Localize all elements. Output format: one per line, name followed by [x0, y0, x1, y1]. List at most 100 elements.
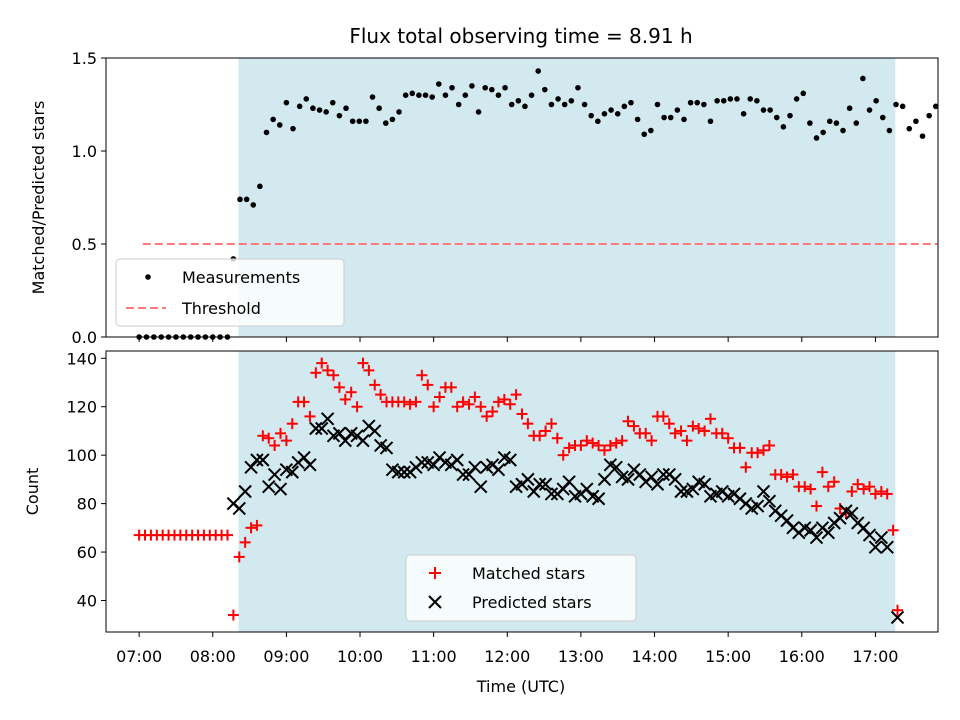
measurement-point	[800, 90, 807, 97]
predicted-star-stroke-b	[762, 494, 777, 508]
measurement-point	[429, 94, 435, 100]
matched-star-point	[669, 427, 681, 439]
predicted-star-point	[562, 475, 576, 489]
measurement-point	[654, 101, 661, 108]
predicted-star-stroke-b	[798, 521, 812, 535]
measurement-point	[250, 202, 257, 208]
matched-star-point	[646, 435, 658, 447]
measurement-point	[469, 83, 475, 89]
predicted-star-stroke-b	[580, 482, 594, 496]
matched-star-point	[822, 481, 834, 493]
predicted-star-point	[415, 455, 429, 470]
legend-measurements-marker	[145, 274, 151, 280]
predicted-star-point	[609, 460, 623, 474]
measurement-point	[773, 114, 780, 121]
predicted-star-stroke-b	[839, 504, 853, 518]
matched-star-point	[263, 432, 275, 444]
predicted-star-stroke-b	[668, 472, 682, 487]
matched-star-point	[799, 481, 811, 493]
measurement-point	[833, 120, 840, 126]
predicted-star-point	[303, 458, 317, 472]
predicted-star-stroke-b	[890, 610, 905, 625]
matched-star-point	[328, 369, 340, 381]
measurement-point	[475, 109, 482, 115]
matched-star-point	[657, 410, 669, 422]
predicted-star-stroke-b	[538, 477, 553, 491]
measurement-point	[495, 92, 502, 98]
measurement-point	[846, 105, 853, 112]
measurement-point	[687, 99, 694, 106]
matched-star-point	[516, 408, 528, 420]
measurement-point	[422, 92, 429, 98]
measurement-point	[449, 84, 455, 91]
bottom-legend: Matched stars Predicted stars	[405, 554, 637, 622]
predicted-star-stroke-b	[297, 450, 311, 465]
predicted-star-point	[379, 441, 394, 455]
measurement-point	[734, 96, 740, 102]
matched-star-point	[404, 398, 416, 410]
predicted-star-point	[544, 487, 559, 501]
matched-star-point	[451, 401, 463, 413]
matched-star-point	[740, 461, 752, 473]
measurement-point	[396, 109, 402, 115]
predicted-star-stroke-b	[368, 424, 382, 438]
predicted-star-stroke-b	[597, 472, 612, 487]
predicted-star-stroke-b	[250, 453, 264, 467]
measurement-point	[913, 118, 919, 125]
measurement-point	[793, 96, 800, 102]
measurement-point	[283, 99, 290, 106]
predicted-star-stroke-b	[450, 453, 464, 467]
predicted-star-stroke-b	[697, 477, 712, 491]
matched-star-point	[852, 478, 864, 490]
predicted-star-point	[397, 465, 411, 479]
measurement-point	[899, 103, 906, 110]
measurement-point	[760, 107, 767, 113]
predicted-star-stroke-b	[232, 501, 246, 516]
measurement-point	[548, 101, 555, 108]
predicted-star-stroke-b	[238, 484, 252, 499]
matched-star-point	[410, 396, 422, 408]
predicted-star-stroke-b	[379, 441, 394, 455]
measurement-point	[436, 81, 442, 87]
predicted-star-stroke-b	[303, 458, 317, 472]
matched-star-point	[428, 401, 440, 413]
matched-star-point	[887, 524, 899, 536]
matched-star-point	[534, 430, 546, 442]
matched-star-point	[322, 364, 334, 376]
measurement-point	[714, 97, 720, 104]
predicted-star-point	[273, 482, 288, 496]
predicted-star-point	[750, 499, 765, 513]
predicted-star-stroke-b	[780, 513, 794, 528]
predicted-star-point	[591, 492, 606, 506]
measurement-point	[555, 96, 561, 102]
x-tick-label: 16:00	[779, 647, 825, 666]
matched-star-point	[610, 437, 622, 449]
predicted-star-stroke-b	[532, 477, 547, 491]
measurement-point	[754, 97, 760, 104]
measurement-point	[740, 111, 747, 117]
measurement-point	[601, 111, 608, 117]
measurement-point	[455, 101, 462, 108]
matched-star-point	[628, 420, 640, 432]
matched-star-point	[257, 430, 269, 442]
matched-star-point	[540, 425, 552, 437]
predicted-star-stroke-b	[609, 460, 623, 474]
predicted-star-stroke-b	[474, 479, 488, 494]
measurement-point	[886, 127, 893, 134]
measurement-point	[243, 196, 250, 203]
matched-star-point	[805, 483, 817, 495]
matched-star-point	[286, 418, 298, 430]
matched-star-point	[245, 522, 257, 534]
matched-star-point	[475, 401, 487, 413]
predicted-star-stroke-b	[391, 465, 406, 479]
matched-star-point	[704, 413, 716, 425]
predicted-star-point	[256, 453, 270, 467]
matched-star-point	[734, 442, 746, 454]
matched-star-point	[221, 529, 233, 541]
top-y-tick-label: 1.0	[72, 142, 97, 161]
measurement-point	[343, 105, 349, 112]
matched-star-point	[269, 439, 281, 451]
measurement-point	[747, 96, 754, 102]
predicted-star-stroke-b	[809, 530, 824, 545]
measurement-point	[363, 118, 369, 125]
